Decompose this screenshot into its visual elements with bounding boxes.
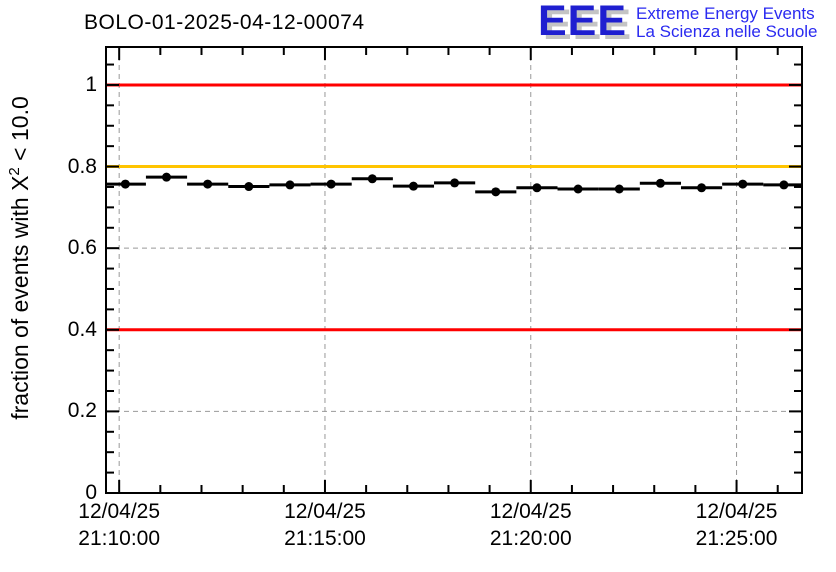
data-point: [162, 172, 172, 182]
logo-tagline-english: Extreme Energy Events: [636, 4, 815, 23]
page-title: BOLO-01-2025-04-12-00074: [84, 11, 365, 34]
y-tick-label-1: 1: [85, 72, 97, 96]
data-point: [203, 179, 213, 189]
data-point: [738, 179, 748, 189]
data-point: [614, 184, 624, 194]
x-tick-label-21:20:00: 12/04/25 21:20:00: [461, 498, 601, 552]
eee-logo: EEE Extreme Energy Events La Scienza nel…: [538, 0, 818, 45]
x-tick-label-21:25:00: 12/04/25 21:25:00: [667, 498, 807, 552]
y-tick-label-0.2: 0.2: [67, 399, 97, 423]
data-point: [408, 181, 418, 191]
x-tick-time: 21:15:00: [284, 527, 366, 550]
x-tick-time: 21:10:00: [78, 527, 161, 550]
y-tick-label-0.8: 0.8: [67, 154, 97, 178]
data-point: [244, 182, 254, 192]
y-tick-label-0.4: 0.4: [67, 317, 97, 341]
data-point: [697, 183, 707, 193]
data-point: [655, 178, 665, 188]
x-tick-label-21:15:00: 12/04/25 21:15:00: [255, 498, 395, 552]
x-tick-label-21:10:00: 12/04/25 21:10:00: [49, 498, 189, 552]
plot-frame: [105, 46, 803, 494]
x-tick-time: 21:20:00: [489, 527, 572, 550]
y-tick-label-0.6: 0.6: [67, 236, 97, 260]
data-point: [532, 183, 542, 193]
x-tick-date: 12/04/25: [78, 500, 161, 523]
data-point: [573, 184, 583, 194]
x-tick-date: 12/04/25: [489, 500, 572, 523]
logo-tagline-italian: La Scienza nelle Scuole: [636, 22, 818, 41]
eee-logo-letters: EEE: [538, 0, 628, 45]
data-point: [491, 187, 501, 197]
data-point: [326, 179, 336, 189]
data-point: [120, 179, 130, 189]
x-tick-date: 12/04/25: [695, 500, 778, 523]
eee-logo-text: Extreme Energy Events La Scienza nelle S…: [636, 5, 817, 41]
data-point: [367, 174, 377, 184]
x-tick-time: 21:25:00: [695, 527, 778, 550]
x-tick-date: 12/04/25: [284, 500, 366, 523]
data-point: [450, 178, 460, 188]
data-point: [285, 180, 295, 190]
data-point: [779, 180, 789, 190]
y-tick-label-0: 0: [85, 481, 97, 504]
